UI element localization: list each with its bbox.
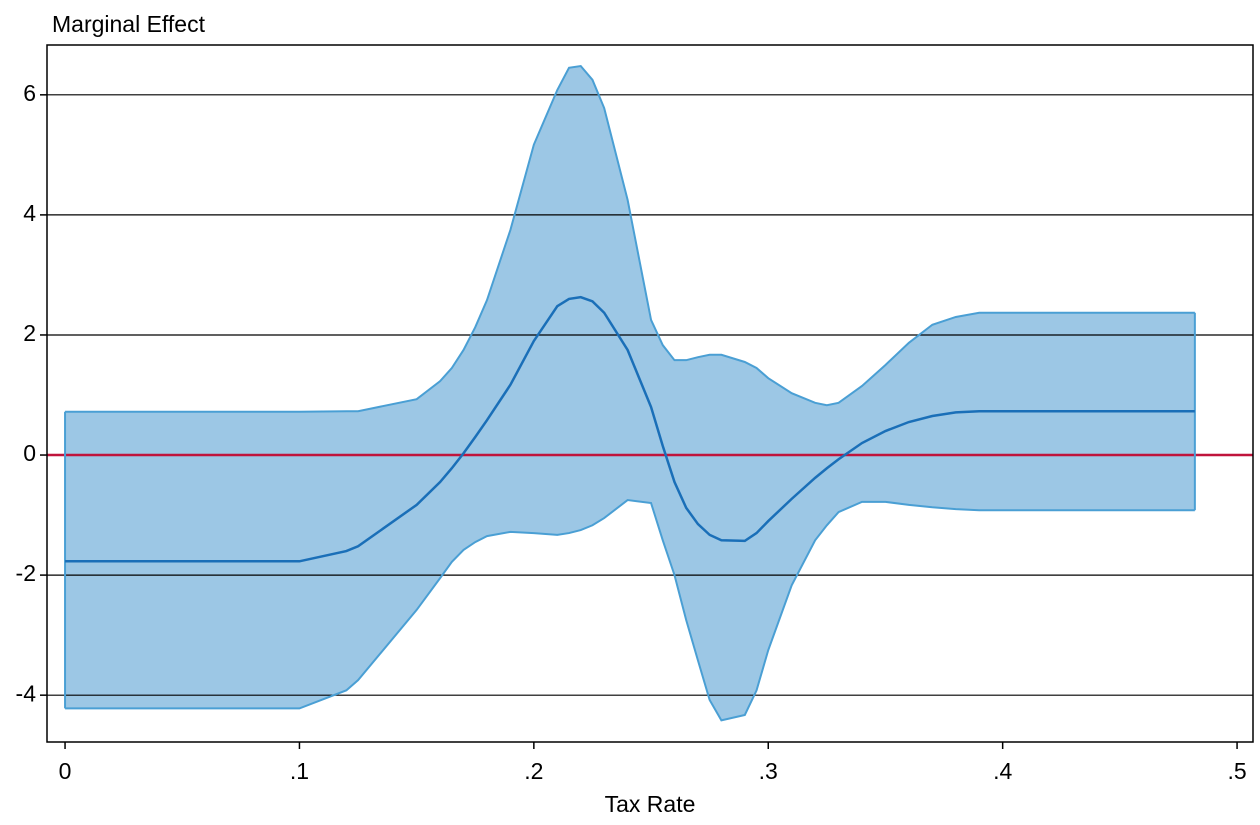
y-tick-label: -4 <box>16 680 37 706</box>
y-tick-label: 0 <box>23 440 36 466</box>
band-upper <box>65 64 1195 413</box>
y-tick-label: 6 <box>23 80 36 106</box>
x-tick-label: .2 <box>524 758 543 784</box>
x-tick-label: 0 <box>59 758 72 784</box>
confidence-band <box>65 66 1195 721</box>
band-lower <box>65 499 1195 722</box>
plot-frame <box>46 44 1254 743</box>
x-tick-label: .5 <box>1227 758 1246 784</box>
x-tick-label: .4 <box>993 758 1012 784</box>
x-tick-label: .3 <box>759 758 778 784</box>
y-tick-label: 2 <box>23 320 36 346</box>
y-axis-title: Marginal Effect <box>52 11 206 37</box>
y-tick-label: 4 <box>23 200 36 226</box>
x-tick-label: .1 <box>290 758 309 784</box>
x-axis-title: Tax Rate <box>605 791 696 817</box>
line-series <box>65 295 1195 563</box>
y-tick-label: -2 <box>16 560 36 586</box>
